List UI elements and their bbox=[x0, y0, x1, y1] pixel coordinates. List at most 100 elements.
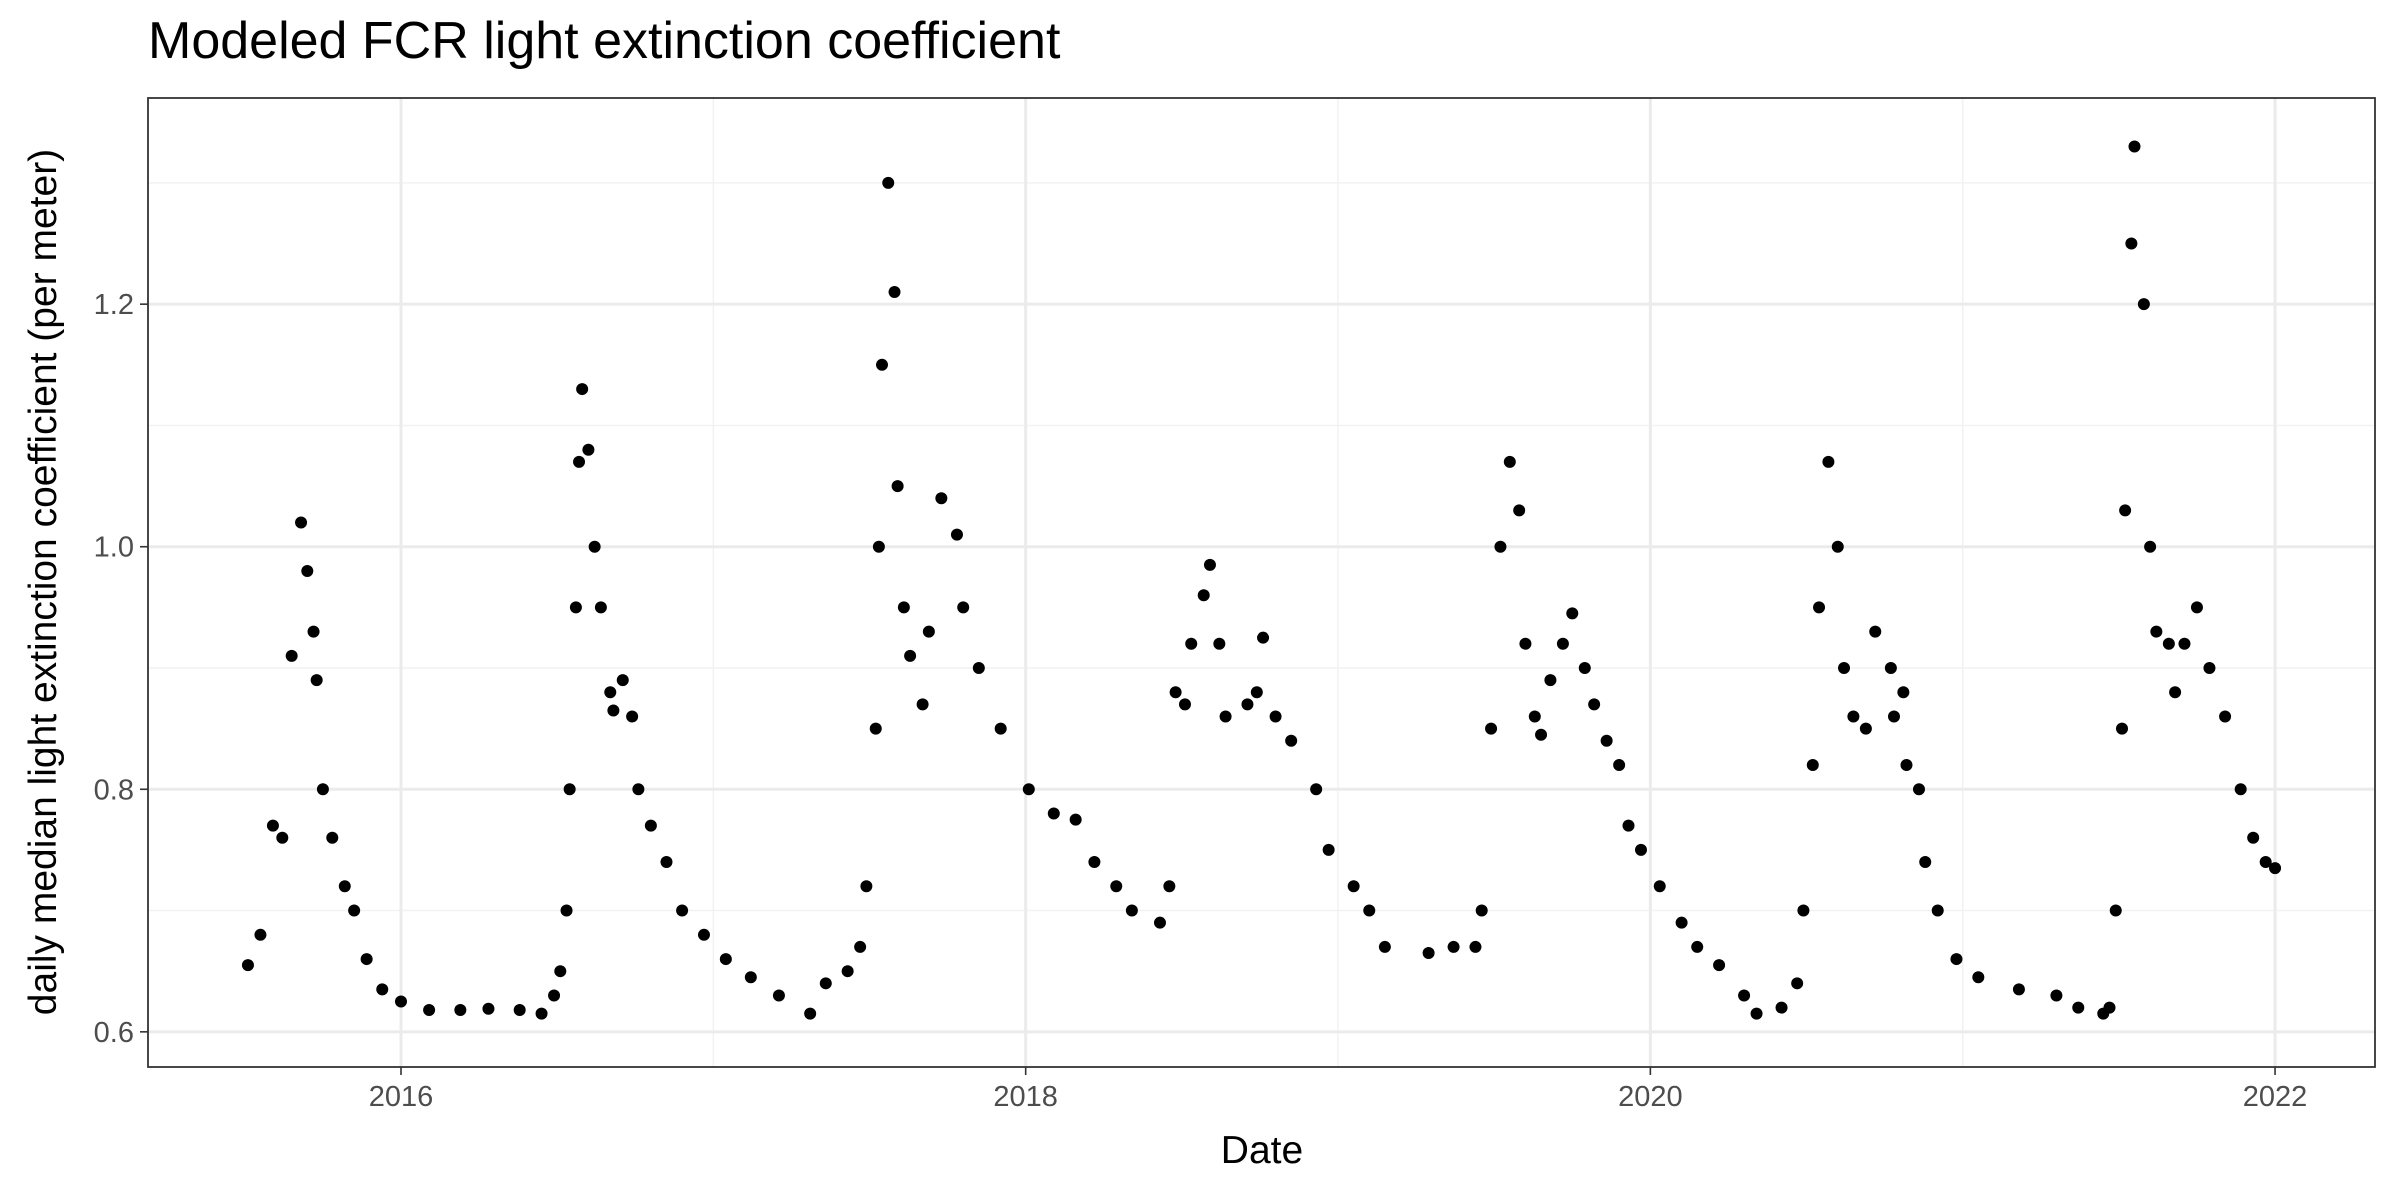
point bbox=[2169, 686, 2182, 699]
point bbox=[1378, 940, 1391, 953]
point bbox=[1088, 856, 1101, 869]
point bbox=[594, 601, 607, 614]
point bbox=[301, 564, 314, 577]
point bbox=[916, 698, 929, 711]
point bbox=[626, 710, 639, 723]
point bbox=[2137, 298, 2150, 311]
point bbox=[1859, 722, 1872, 735]
x-tick-label: 2022 bbox=[2243, 1081, 2308, 1113]
point bbox=[2050, 989, 2063, 1002]
point bbox=[1197, 589, 1210, 602]
point bbox=[554, 965, 567, 978]
point bbox=[569, 601, 582, 614]
point bbox=[1822, 455, 1835, 468]
point bbox=[1069, 813, 1082, 826]
point bbox=[1169, 686, 1182, 699]
point bbox=[376, 983, 389, 996]
point bbox=[482, 1002, 495, 1015]
point bbox=[588, 540, 601, 553]
point bbox=[860, 880, 873, 893]
point bbox=[423, 1004, 436, 1016]
point bbox=[1178, 698, 1191, 711]
point bbox=[972, 662, 985, 674]
point bbox=[2012, 983, 2025, 996]
point bbox=[2128, 140, 2141, 153]
point bbox=[607, 704, 620, 717]
point bbox=[2103, 1001, 2116, 1014]
point bbox=[1869, 625, 1882, 638]
y-tick-label: 1.0 bbox=[94, 532, 134, 564]
axes: 2016 2018 2020 2022 0.6 0.8 1.0 1.2 bbox=[94, 97, 2376, 1113]
plot-border bbox=[147, 97, 2376, 1068]
point bbox=[950, 528, 963, 541]
x-tick-label: 2018 bbox=[993, 1081, 1058, 1113]
point bbox=[2150, 625, 2163, 638]
point bbox=[1125, 904, 1138, 917]
point bbox=[1897, 686, 1910, 699]
point bbox=[2269, 862, 2282, 875]
point bbox=[360, 953, 373, 966]
point bbox=[1485, 722, 1498, 735]
point bbox=[1566, 607, 1579, 620]
point bbox=[1613, 759, 1626, 772]
point bbox=[1831, 540, 1844, 553]
point bbox=[1528, 710, 1541, 723]
point bbox=[1185, 637, 1198, 650]
point bbox=[573, 455, 586, 468]
point bbox=[316, 783, 329, 796]
point bbox=[922, 625, 935, 638]
point bbox=[1588, 698, 1601, 711]
point bbox=[897, 601, 910, 614]
point bbox=[1884, 662, 1897, 674]
point bbox=[1447, 940, 1460, 953]
point bbox=[1838, 662, 1851, 674]
point bbox=[604, 686, 617, 699]
x-axis-title: Date bbox=[1221, 1129, 1303, 1172]
point bbox=[1544, 674, 1557, 687]
point bbox=[1535, 728, 1548, 741]
point bbox=[1269, 710, 1282, 723]
points bbox=[241, 140, 2282, 1020]
point bbox=[2247, 831, 2260, 844]
point bbox=[1791, 977, 1804, 990]
point bbox=[2234, 783, 2247, 796]
point bbox=[676, 904, 689, 917]
point bbox=[1750, 1007, 1763, 1020]
point bbox=[1713, 959, 1726, 972]
point bbox=[1919, 856, 1932, 869]
point bbox=[994, 722, 1007, 735]
point bbox=[1322, 843, 1335, 856]
point bbox=[394, 995, 407, 1008]
point bbox=[513, 1004, 526, 1016]
point bbox=[1887, 710, 1900, 723]
point bbox=[819, 977, 832, 990]
point bbox=[632, 783, 645, 796]
point bbox=[1519, 637, 1532, 650]
point bbox=[869, 722, 882, 735]
point bbox=[904, 649, 917, 662]
point bbox=[310, 674, 323, 687]
point bbox=[576, 383, 589, 396]
point bbox=[1110, 880, 1123, 893]
point bbox=[2178, 637, 2191, 650]
point bbox=[1600, 734, 1613, 747]
point bbox=[841, 965, 854, 978]
point bbox=[1257, 631, 1270, 644]
point bbox=[1285, 734, 1298, 747]
x-tick-label: 2020 bbox=[1618, 1081, 1683, 1113]
point bbox=[872, 540, 885, 553]
point bbox=[1622, 819, 1635, 832]
point bbox=[548, 989, 561, 1002]
y-tick-label: 0.8 bbox=[94, 774, 134, 806]
point bbox=[1241, 698, 1254, 711]
point bbox=[2144, 540, 2157, 553]
point bbox=[454, 1004, 467, 1016]
point bbox=[2219, 710, 2232, 723]
point bbox=[1653, 880, 1666, 893]
point bbox=[560, 904, 573, 917]
point bbox=[2119, 504, 2132, 517]
point bbox=[285, 649, 298, 662]
point bbox=[1163, 880, 1176, 893]
point bbox=[582, 443, 595, 456]
